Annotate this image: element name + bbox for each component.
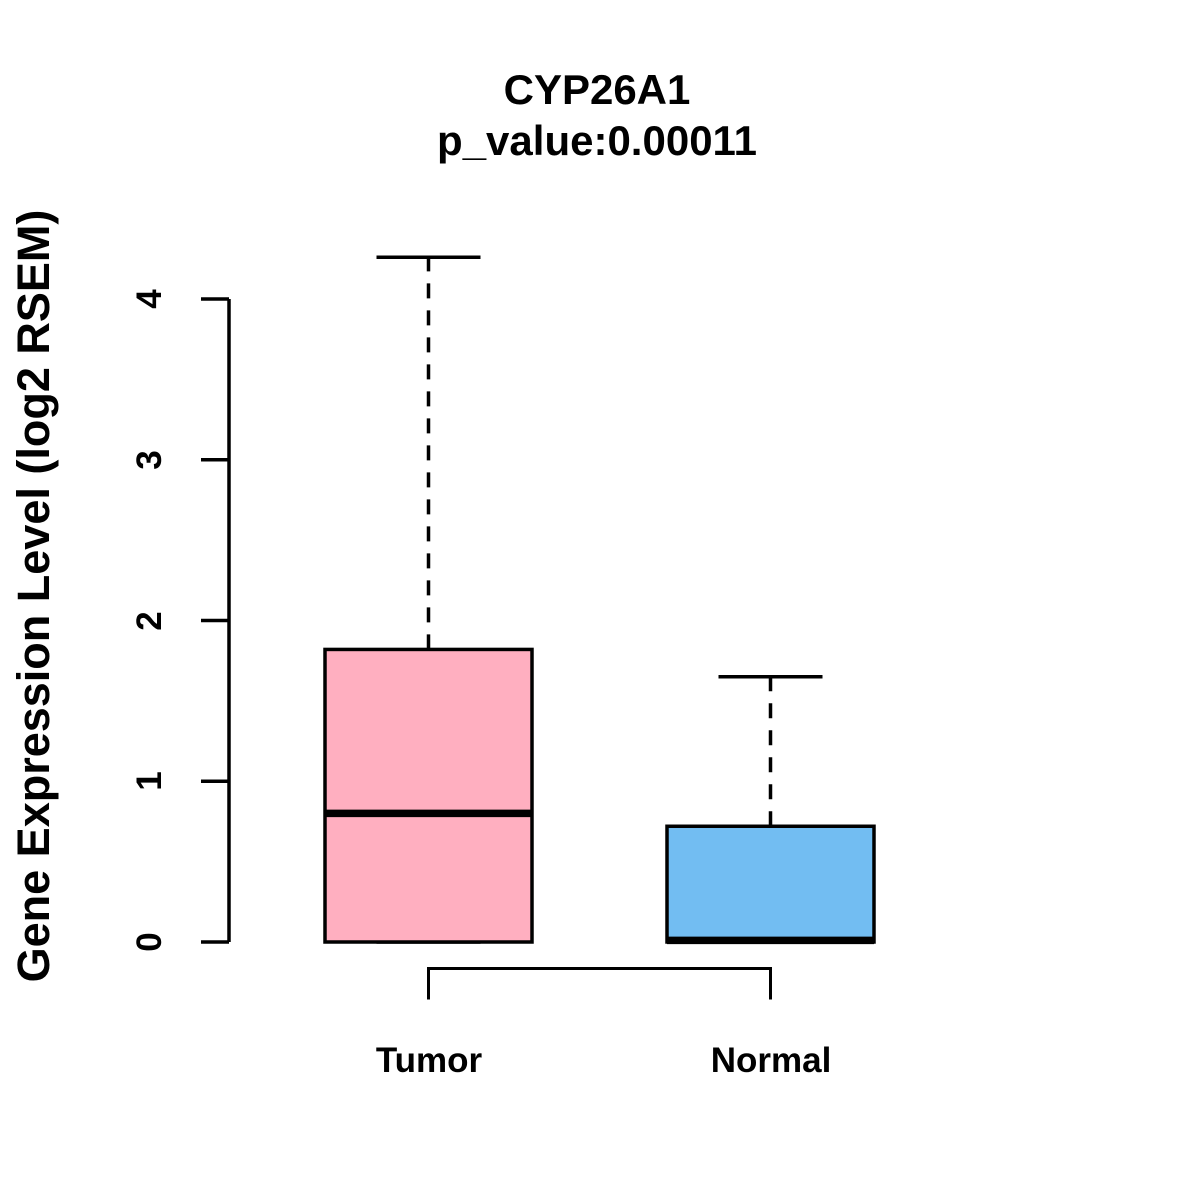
significance-bracket [427,967,772,1000]
y-tick-label-4-text: 4 [130,289,169,309]
y-tick-label-2-text: 2 [130,611,169,631]
y-tick-label-1-text: 1 [130,771,169,791]
x-category-label-normal-text: Normal [710,1041,832,1080]
chart-title: CYP26A1 [503,66,691,113]
y-tick-label-3-text: 3 [130,450,169,470]
chart-subtitle: p_value:0.00011 [437,117,757,164]
y-axis-title-text: Gene Expression Level (log2 RSEM) [8,209,59,983]
tumor-box [323,647,534,944]
x-category-label-tumor-text: Tumor [375,1041,483,1080]
normal-box [665,824,876,944]
y-tick-label-0-text: 0 [130,932,169,952]
chart-title-block: CYP26A1 p_value:0.00011 [437,64,757,166]
